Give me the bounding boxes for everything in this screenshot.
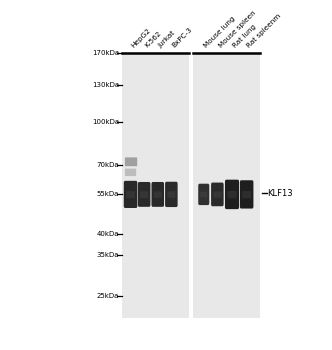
FancyBboxPatch shape: [211, 183, 224, 206]
FancyBboxPatch shape: [126, 191, 135, 198]
Text: 55kDa: 55kDa: [97, 191, 119, 197]
FancyBboxPatch shape: [165, 182, 178, 207]
FancyBboxPatch shape: [213, 191, 221, 198]
Text: BxPC-3: BxPC-3: [171, 26, 194, 49]
FancyBboxPatch shape: [200, 192, 208, 197]
FancyBboxPatch shape: [138, 182, 150, 207]
Text: Mouse spleen: Mouse spleen: [218, 9, 257, 49]
FancyBboxPatch shape: [151, 182, 164, 207]
Text: Rat lung: Rat lung: [232, 23, 257, 49]
FancyBboxPatch shape: [124, 181, 137, 208]
FancyBboxPatch shape: [167, 191, 176, 198]
FancyBboxPatch shape: [140, 191, 148, 198]
Text: 100kDa: 100kDa: [92, 119, 119, 125]
FancyBboxPatch shape: [125, 169, 136, 176]
Bar: [193, 53, 260, 318]
FancyBboxPatch shape: [242, 191, 251, 198]
Text: Rat spleenm: Rat spleenm: [246, 13, 283, 49]
FancyBboxPatch shape: [227, 191, 237, 198]
Text: K-562: K-562: [143, 30, 162, 49]
Text: Jurkat: Jurkat: [157, 30, 176, 49]
Text: HepG2: HepG2: [129, 27, 151, 49]
Text: 130kDa: 130kDa: [92, 82, 119, 88]
FancyBboxPatch shape: [154, 191, 162, 198]
Text: Mouse lung: Mouse lung: [203, 15, 237, 49]
Text: 170kDa: 170kDa: [92, 50, 119, 56]
FancyBboxPatch shape: [125, 158, 137, 166]
Text: 40kDa: 40kDa: [97, 231, 119, 237]
FancyBboxPatch shape: [240, 180, 253, 209]
Text: 35kDa: 35kDa: [97, 252, 119, 258]
Text: KLF13: KLF13: [268, 189, 293, 197]
FancyBboxPatch shape: [225, 180, 239, 209]
Bar: [122, 53, 189, 318]
FancyBboxPatch shape: [198, 184, 209, 205]
Text: 70kDa: 70kDa: [96, 162, 119, 168]
Text: 25kDa: 25kDa: [97, 293, 119, 299]
